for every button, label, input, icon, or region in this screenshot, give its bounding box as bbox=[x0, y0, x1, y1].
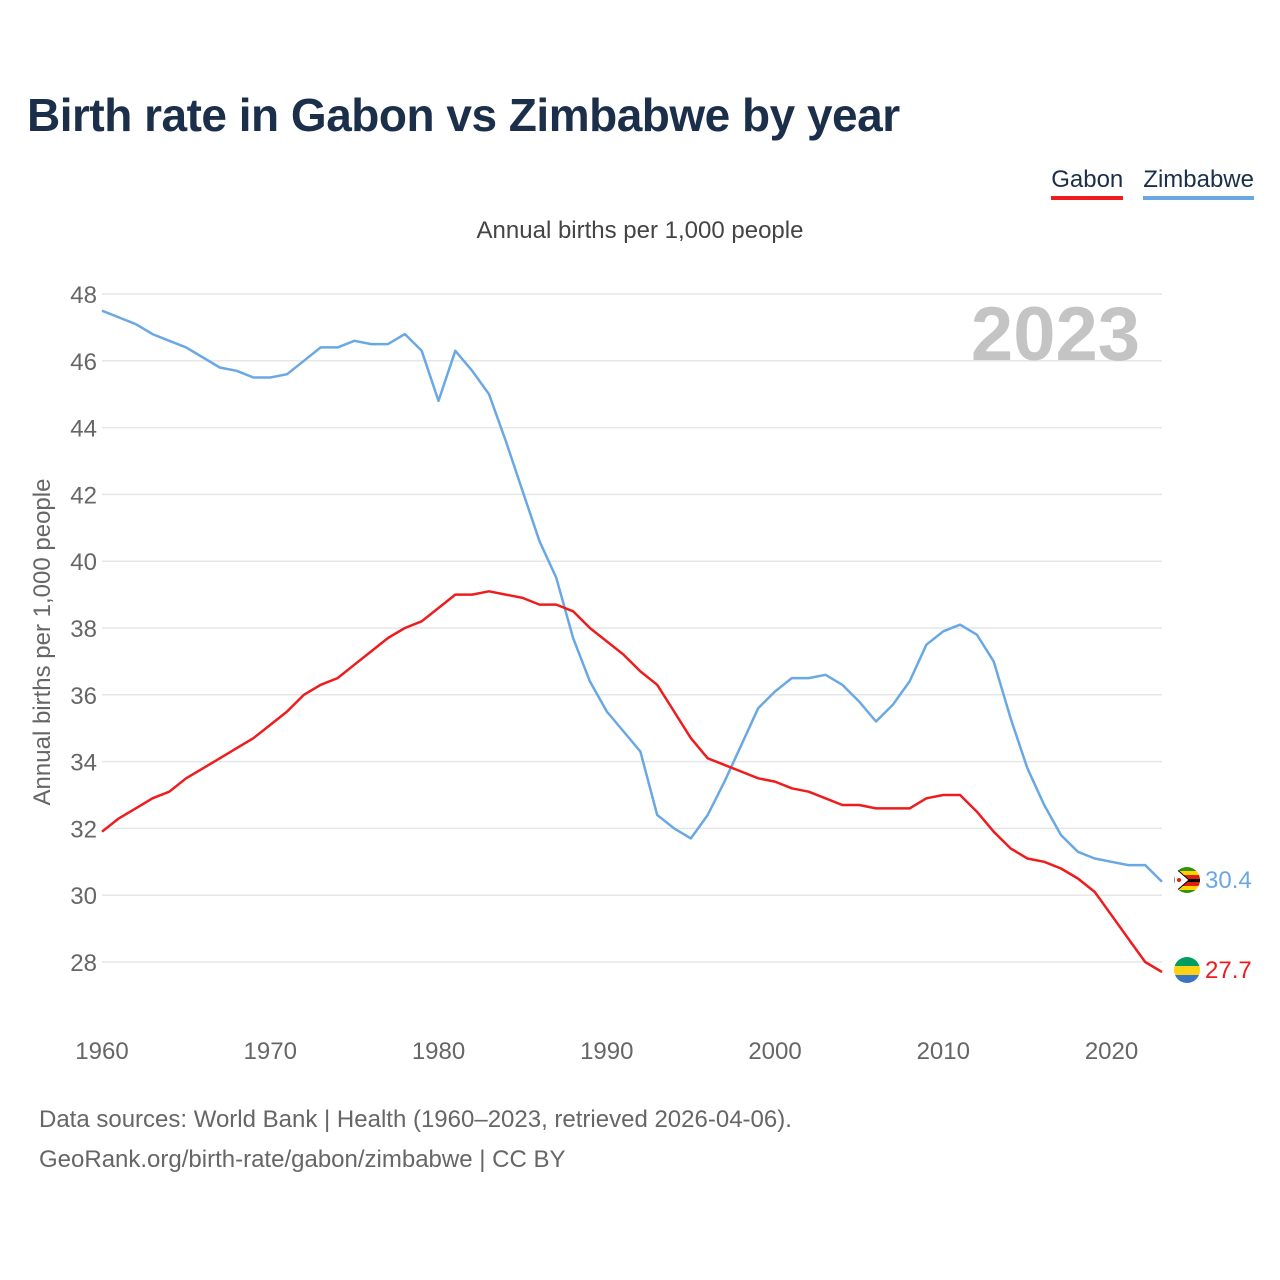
zimbabwe-flag-icon bbox=[1174, 867, 1200, 893]
gabon-flag-icon bbox=[1174, 957, 1200, 983]
series-end-markers bbox=[1174, 867, 1200, 983]
legend-item-zimbabwe[interactable]: Zimbabwe bbox=[1143, 166, 1254, 200]
y-axis-ticks: 28 30 32 34 36 38 40 42 44 46 48 bbox=[70, 282, 97, 977]
y-tick-label: 30 bbox=[70, 883, 97, 910]
x-tick-label: 2020 bbox=[1085, 1038, 1138, 1065]
chart-title: Birth rate in Gabon vs Zimbabwe by year bbox=[27, 89, 900, 141]
series-lines bbox=[101, 309, 1163, 974]
x-axis-ticks: 1960 1970 1980 1990 2000 2010 2020 bbox=[75, 1038, 1138, 1065]
zimbabwe-line[interactable] bbox=[101, 309, 1163, 883]
gridlines bbox=[102, 293, 1162, 963]
current-year-label: 2023 bbox=[971, 292, 1140, 377]
x-tick-label: 1960 bbox=[75, 1038, 128, 1065]
y-tick-label: 28 bbox=[70, 950, 97, 977]
zimbabwe-end-value-label: 30.4 bbox=[1205, 867, 1252, 894]
y-tick-label: 46 bbox=[70, 349, 97, 376]
gabon-end-value-label: 27.7 bbox=[1205, 957, 1252, 984]
footer-link[interactable]: GeoRank.org/birth-rate/gabon/zimbabwe | … bbox=[39, 1146, 566, 1173]
y-tick-label: 44 bbox=[70, 416, 97, 443]
y-tick-label: 40 bbox=[70, 549, 97, 576]
legend-item-gabon[interactable]: Gabon bbox=[1051, 166, 1124, 200]
x-tick-label: 1970 bbox=[244, 1038, 297, 1065]
x-tick-label: 1990 bbox=[580, 1038, 633, 1065]
y-tick-label: 34 bbox=[70, 750, 97, 777]
chart-subtitle: Annual births per 1,000 people bbox=[476, 217, 804, 244]
gabon-line[interactable] bbox=[101, 590, 1163, 974]
y-axis-label: Annual births per 1,000 people bbox=[29, 479, 56, 806]
x-tick-label: 1980 bbox=[412, 1038, 465, 1065]
y-tick-label: 42 bbox=[70, 482, 97, 509]
y-tick-label: 48 bbox=[70, 282, 97, 309]
y-tick-label: 36 bbox=[70, 683, 97, 710]
y-tick-label: 38 bbox=[70, 616, 97, 643]
y-tick-label: 32 bbox=[70, 816, 97, 843]
legend: Gabon Zimbabwe bbox=[1051, 166, 1254, 200]
x-tick-label: 2000 bbox=[748, 1038, 801, 1065]
footer-sources: Data sources: World Bank | Health (1960–… bbox=[39, 1106, 792, 1133]
x-tick-label: 2010 bbox=[917, 1038, 970, 1065]
